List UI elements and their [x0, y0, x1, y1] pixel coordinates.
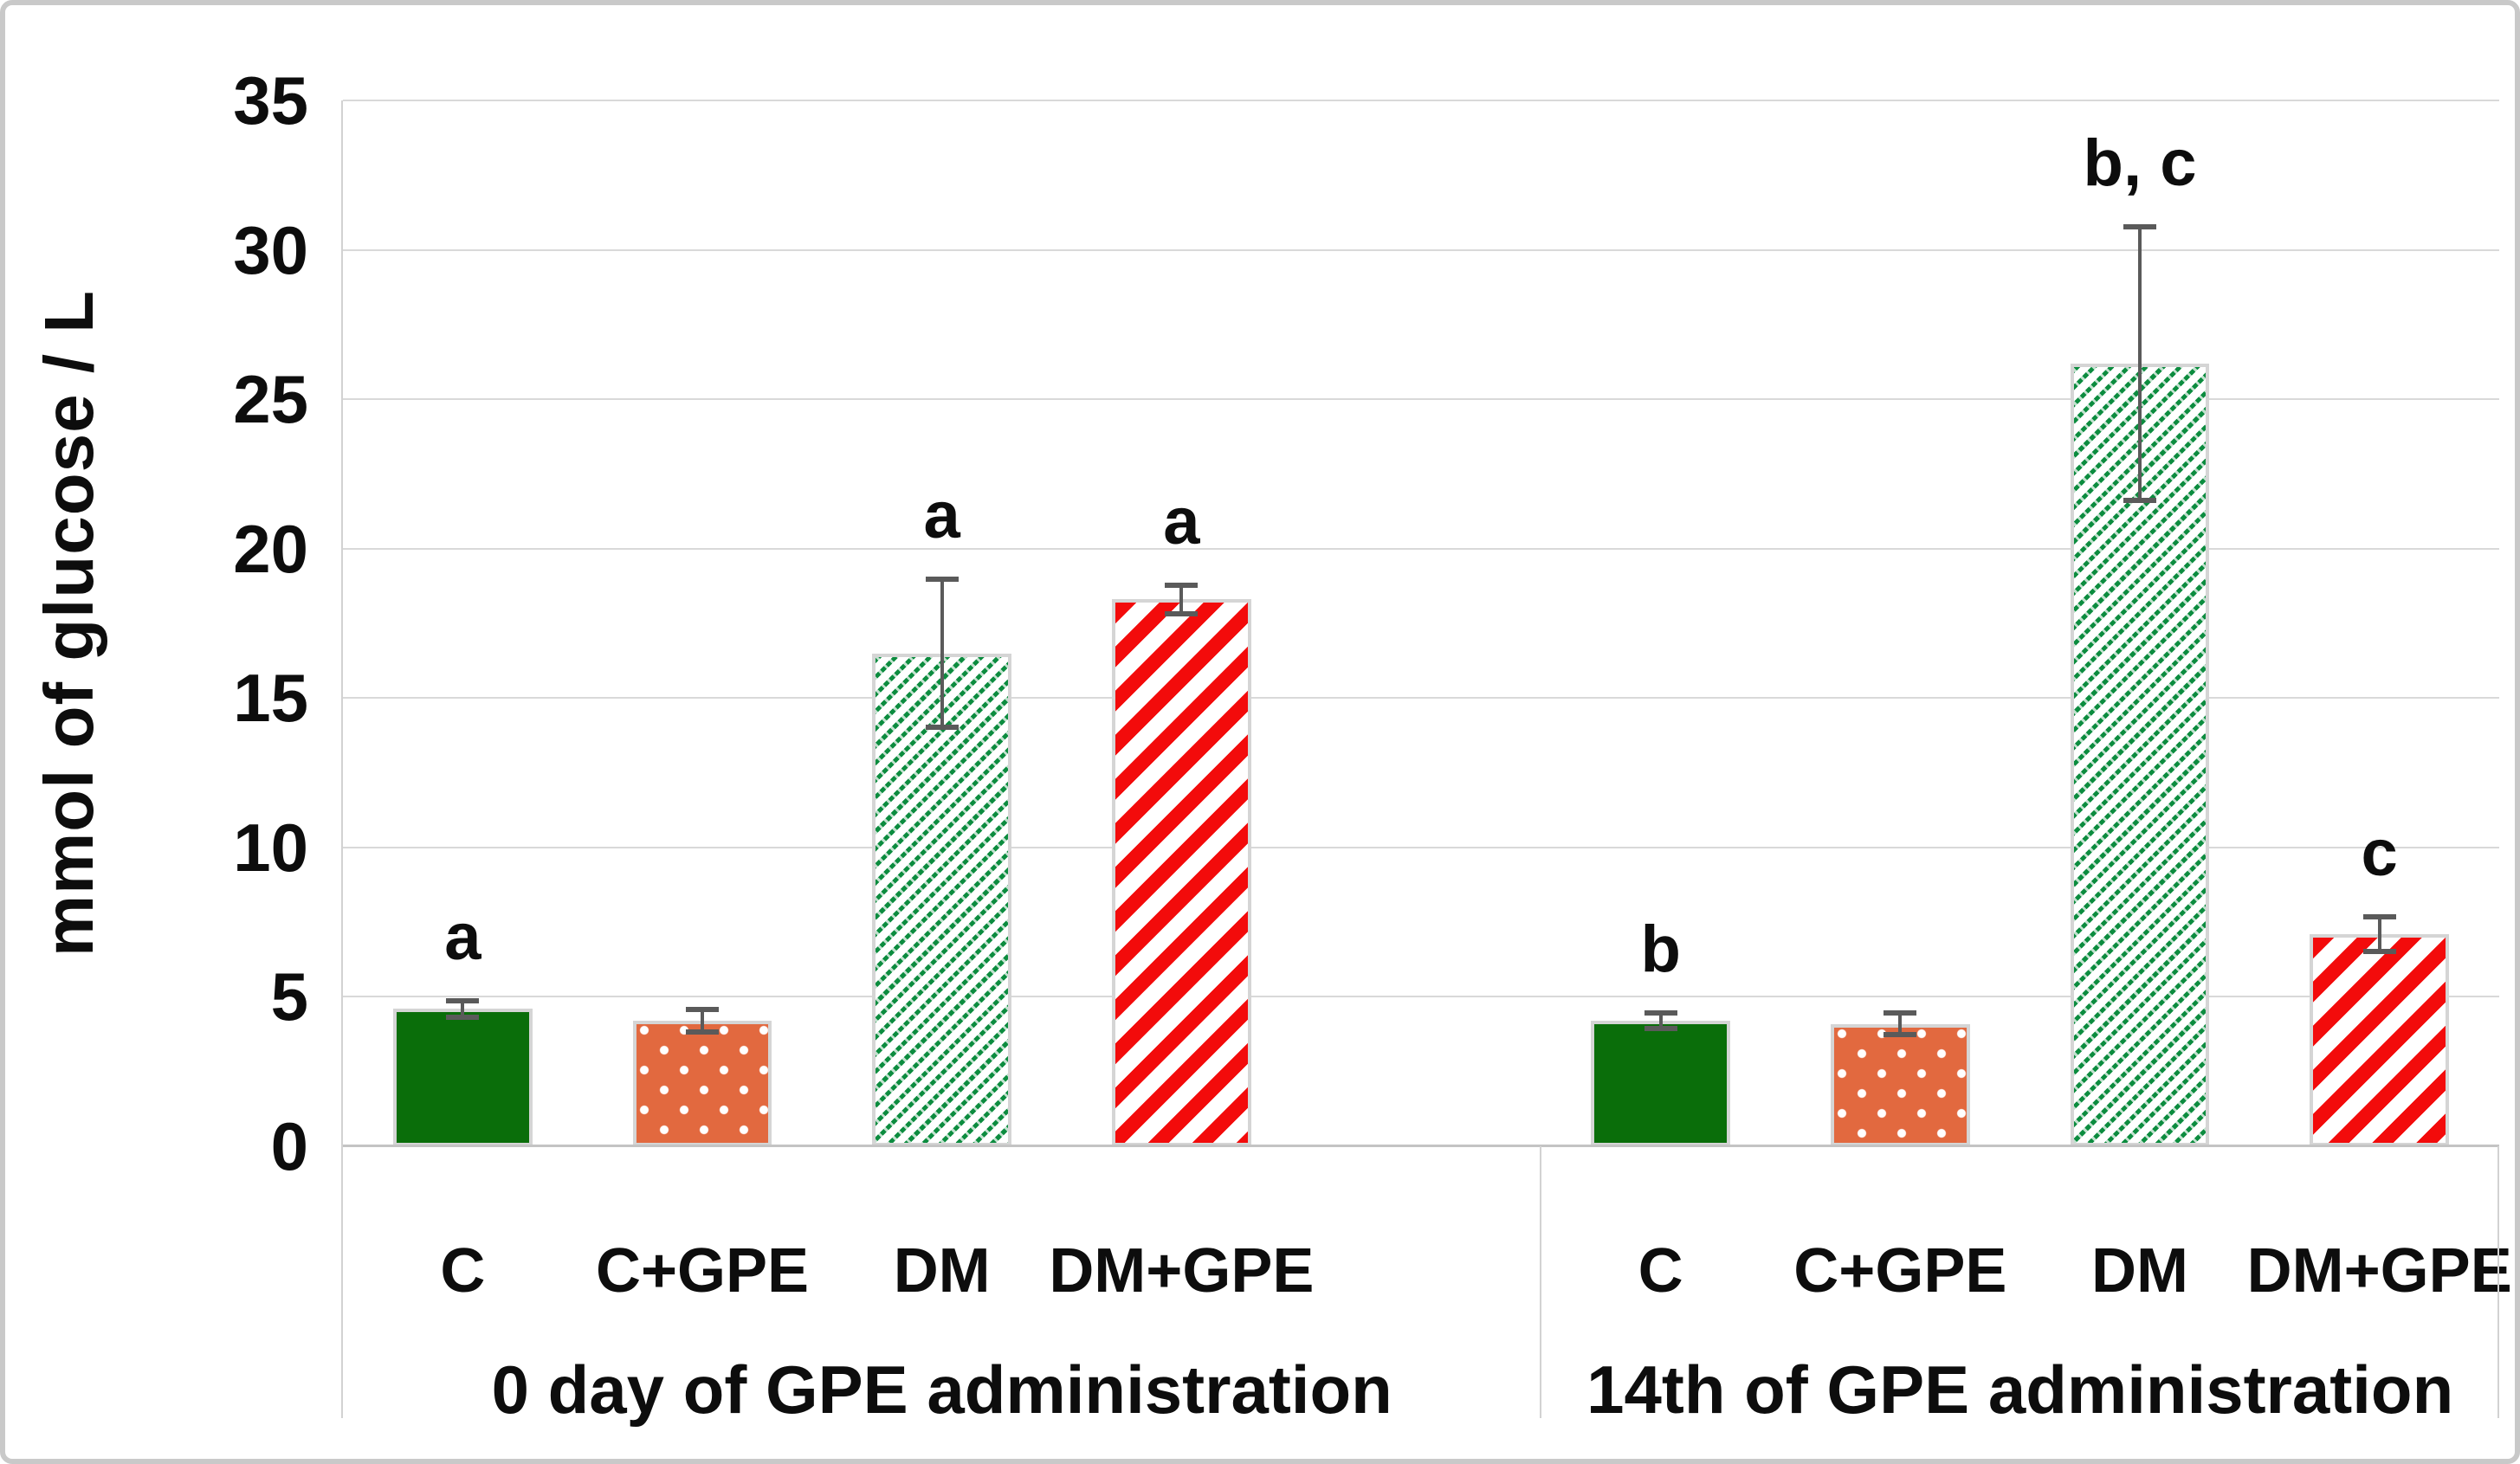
blank-slot	[1302, 100, 1541, 1146]
error-bar	[1165, 583, 1199, 616]
error-bar-cap-bottom	[2362, 948, 2396, 954]
group-separator-line	[1540, 1146, 1541, 1418]
error-bar	[925, 577, 959, 730]
category-label: C+GPE	[1793, 1236, 2007, 1306]
error-bar-cap-top	[2123, 223, 2156, 229]
gridline-20	[343, 547, 2499, 550]
error-bar	[1884, 1009, 1917, 1038]
category-label: DM+GPE	[2246, 1236, 2512, 1306]
category-label: C	[440, 1236, 486, 1306]
error-bar	[686, 1007, 719, 1035]
error-bar-cap-top	[2362, 914, 2396, 920]
gridline-25	[343, 398, 2499, 401]
error-bar-cap-top	[686, 1007, 719, 1013]
error-bar-cap-top	[446, 997, 480, 1003]
y-tick-label-0: 0	[270, 1108, 308, 1184]
y-axis-tick-area: 0 5 10 15 20 25 30 35	[48, 5, 308, 1459]
y-tick-label-10: 10	[233, 809, 308, 886]
significance-label: a	[923, 479, 960, 553]
category-label: C	[1638, 1236, 1683, 1306]
y-tick-label-30: 30	[233, 211, 308, 288]
error-bar-cap-bottom	[686, 1029, 719, 1035]
bar-c-gpe	[632, 1021, 772, 1146]
bar-slot: a DM+GPE	[1049, 100, 1314, 1302]
bar-slot: b, c DM	[2020, 100, 2260, 1302]
error-bar	[1644, 1009, 1677, 1032]
y-tick-label-35: 35	[233, 62, 308, 139]
error-bar-cap-top	[1165, 583, 1199, 589]
significance-label: b, c	[2083, 126, 2197, 200]
group-0: a C C+GPE a DM a DM+GPE 0 day of GPE administra…	[343, 100, 1541, 1423]
y-tick-label-25: 25	[233, 361, 308, 438]
bar-c	[393, 1009, 533, 1146]
error-bar	[2123, 223, 2156, 503]
bar-slot: C+GPE	[1780, 100, 2020, 1302]
bar-slot: C+GPE	[583, 100, 823, 1302]
significance-label: a	[444, 900, 481, 974]
gridline-15	[343, 697, 2499, 700]
significance-label: c	[2361, 816, 2398, 891]
bar-slot: c DM+GPE	[2247, 100, 2512, 1302]
group-1: b C C+GPE b, c DM c DM+GPE 14th of GPE administ…	[1541, 100, 2512, 1423]
bar-groups: a C C+GPE a DM a DM+GPE 0 day of GPE administra…	[343, 100, 2512, 1423]
error-bar-cap-bottom	[1884, 1032, 1917, 1038]
error-bar-cap-bottom	[1165, 610, 1199, 616]
significance-label: a	[1163, 485, 1200, 559]
y-tick-label-5: 5	[270, 958, 308, 1035]
gridline-30	[343, 248, 2499, 251]
plot-area: a C C+GPE a DM a DM+GPE 0 day of GPE administra…	[343, 100, 2512, 1423]
error-bar-cap-bottom	[2123, 497, 2156, 503]
bar-dm	[872, 653, 1011, 1146]
gridline-35	[343, 100, 2499, 101]
bar-slot: a DM	[822, 100, 1062, 1302]
category-label: C+GPE	[595, 1236, 810, 1306]
error-bar-cap-top	[1884, 1009, 1917, 1016]
error-bar-cap-bottom	[446, 1014, 480, 1020]
significance-label: b	[1640, 912, 1681, 986]
bar-c-gpe	[1831, 1023, 1970, 1146]
axis-right-boundary-line	[2497, 1146, 2499, 1418]
group-axis-label: 0 day of GPE administration	[491, 1351, 1392, 1428]
error-bar	[446, 997, 480, 1020]
group-axis-label: 14th of GPE administration	[1586, 1351, 2454, 1428]
error-bar-cap-top	[1644, 1009, 1677, 1016]
bar-dm-gpe	[2310, 933, 2449, 1146]
bar-dm-gpe	[1112, 599, 1251, 1146]
gridline-5	[343, 996, 2499, 998]
y-axis-line	[341, 100, 343, 1418]
category-label: DM	[893, 1236, 991, 1306]
error-bar-cap-bottom	[925, 724, 959, 730]
category-label: DM	[2091, 1236, 2188, 1306]
error-bar-cap-bottom	[1644, 1026, 1677, 1032]
y-tick-label-15: 15	[233, 660, 308, 737]
x-axis-line	[343, 1145, 2499, 1147]
error-bar-cap-top	[925, 577, 959, 583]
gridlines-layer	[343, 100, 2499, 1146]
category-label: DM+GPE	[1049, 1236, 1315, 1306]
bar-c	[1591, 1021, 1730, 1146]
gridline-10	[343, 846, 2499, 848]
y-tick-label-20: 20	[233, 510, 308, 587]
error-bar	[2362, 914, 2396, 954]
